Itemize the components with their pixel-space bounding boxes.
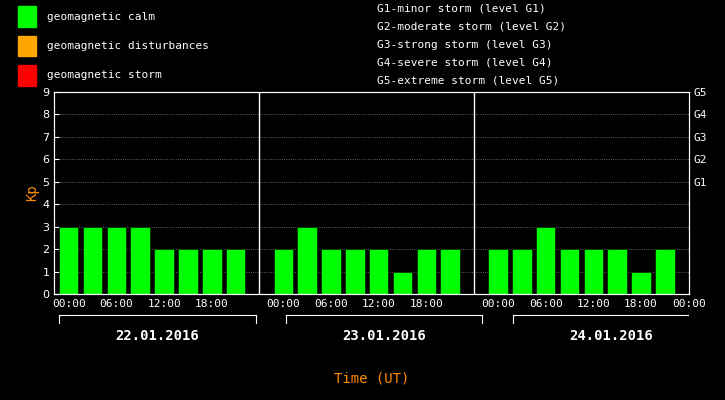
- Bar: [608, 249, 627, 294]
- Text: 22.01.2016: 22.01.2016: [116, 328, 199, 342]
- Bar: [297, 227, 317, 294]
- Text: geomagnetic calm: geomagnetic calm: [47, 12, 155, 22]
- Bar: [536, 227, 555, 294]
- Bar: [321, 249, 341, 294]
- Bar: [18, 6, 36, 27]
- Bar: [83, 227, 102, 294]
- Text: G4-severe storm (level G4): G4-severe storm (level G4): [377, 58, 552, 68]
- Text: G3-strong storm (level G3): G3-strong storm (level G3): [377, 40, 552, 50]
- Bar: [512, 249, 531, 294]
- Text: G5-extreme storm (level G5): G5-extreme storm (level G5): [377, 76, 559, 86]
- Bar: [130, 227, 150, 294]
- Text: G2-moderate storm (level G2): G2-moderate storm (level G2): [377, 22, 566, 32]
- Bar: [393, 272, 413, 294]
- Bar: [369, 249, 389, 294]
- Text: 24.01.2016: 24.01.2016: [569, 328, 652, 342]
- Bar: [655, 249, 675, 294]
- Bar: [584, 249, 603, 294]
- Bar: [202, 249, 222, 294]
- Bar: [345, 249, 365, 294]
- Text: 23.01.2016: 23.01.2016: [342, 328, 426, 342]
- Y-axis label: Kp: Kp: [25, 185, 40, 201]
- Bar: [441, 249, 460, 294]
- Bar: [488, 249, 507, 294]
- Bar: [18, 65, 36, 86]
- Bar: [154, 249, 174, 294]
- Text: G1-minor storm (level G1): G1-minor storm (level G1): [377, 4, 546, 14]
- Bar: [560, 249, 579, 294]
- Bar: [631, 272, 651, 294]
- Bar: [107, 227, 126, 294]
- Text: geomagnetic disturbances: geomagnetic disturbances: [47, 41, 209, 51]
- Bar: [273, 249, 293, 294]
- Text: geomagnetic storm: geomagnetic storm: [47, 70, 162, 80]
- Text: Time (UT): Time (UT): [334, 371, 409, 385]
- Bar: [59, 227, 78, 294]
- Bar: [18, 36, 36, 56]
- Bar: [178, 249, 198, 294]
- Bar: [417, 249, 436, 294]
- Bar: [226, 249, 245, 294]
